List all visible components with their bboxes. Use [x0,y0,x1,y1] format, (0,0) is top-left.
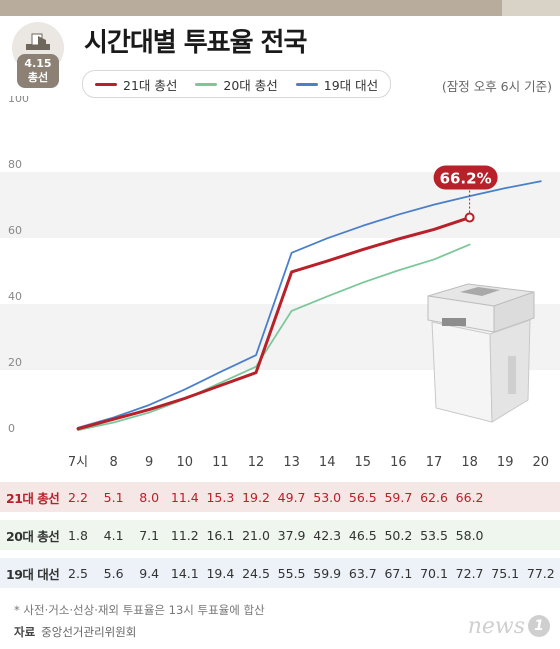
table-cell: 67.1 [384,565,413,581]
x-tick-label: 7시 [68,455,88,470]
election-badge: 4.15 총선 [12,22,64,90]
table-cell: 46.5 [348,527,377,543]
table-cell: 66.2 [455,489,484,505]
series-line-21대총선 [76,216,472,431]
table-row: 21대 총선 2.2 5.1 8.0 11.4 15.3 19.2 49.7 53.0 56.5 5… [0,482,560,512]
series-line-20대총선 [77,243,471,431]
page-title: 시간대별 투표율 전국 [84,28,307,58]
x-tick-label: 9 [145,455,153,470]
y-tick-label: 100 [8,96,29,105]
table-cell: 53.5 [420,527,448,543]
table-cell: 70.1 [420,565,448,581]
x-tick-label: 18 [461,455,478,470]
turnout-line-chart: 0 20 40 60 80 100 7시 8 9 10 11 12 13 14 15 16 17 18 19 20 66… [0,96,560,470]
legend-label-20: 20대 총선 [223,77,278,93]
legend-swatch-21 [95,82,117,86]
table-cell: 15.3 [206,489,235,505]
badge-event: 총선 [27,71,49,84]
table-cell: 7.1 [139,527,160,543]
x-tick-label: 8 [109,455,117,470]
x-tick-label: 14 [319,455,336,470]
table-cell: 50.2 [384,527,413,543]
source-line: 자료 중앙선거관리위원회 [14,624,136,640]
news1-logo: news 1 [468,612,550,640]
ballot-hand-icon [26,33,50,50]
logo-number: 1 [528,615,550,637]
table-cell: 72.7 [455,565,484,581]
table-cell: 5.6 [103,565,124,581]
x-tick-label: 19 [497,455,514,470]
callout-label: 66.2% [440,170,492,188]
y-tick-label: 40 [8,290,22,303]
series-line-19대대선 [77,180,542,429]
table-cell: 59.7 [384,489,413,505]
basis-note: (잠정 오후 6시 기준) [441,79,552,94]
table-cell: 42.3 [313,527,342,543]
table-cell: 1.8 [68,527,88,543]
grid-band [0,106,560,172]
table-cell: 59.9 [313,565,342,581]
table-cell: 75.1 [491,565,520,581]
endpoint-marker [464,212,475,223]
table-cell: 9.4 [139,565,160,581]
footnote: * 사전·거소·선상·재외 투표율은 13시 투표율에 합산 [14,603,265,617]
source-label: 자료 [14,625,36,639]
table-cell: 5.1 [103,489,124,505]
top-color-bar [0,0,560,16]
table-cell: 77.2 [526,565,555,581]
top-color-bar-accent [502,0,560,16]
legend-item-21: 21대 총선 [95,75,177,94]
table-cell: 21.0 [242,527,270,543]
table-cell: 37.9 [277,527,306,543]
badge-date: 4.15 [24,57,52,70]
table-cell: 11.4 [170,489,199,505]
legend-label-19: 19대 대선 [323,77,379,93]
table-cell: 55.5 [277,565,306,581]
table-cell: 4.1 [103,527,124,543]
y-tick-label: 20 [8,356,22,369]
x-tick-label: 16 [390,455,407,470]
logo-text: news [467,613,525,639]
legend-swatch-20 [195,82,218,86]
x-tick-label: 15 [355,455,372,470]
legend-swatch-19 [295,82,318,86]
table-cell: 62.6 [420,489,448,505]
table-cell: 19.2 [242,489,270,505]
table-cell: 2.2 [68,489,88,505]
table-cell: 8.0 [139,489,160,505]
table-row: 20대 총선 1.8 4.1 7.1 11.2 16.1 21.0 37.9 42.3 46.5 5… [0,520,560,550]
row-label: 19대 대선 [6,566,60,582]
table-cell: 49.7 [277,489,306,505]
y-tick-label: 80 [8,158,22,171]
legend-item-19: 19대 대선 [295,75,379,94]
legend-item-20: 20대 총선 [195,75,278,94]
chart-legend: 21대 총선 20대 총선 19대 대선 [82,70,392,98]
table-row: 19대 대선 2.5 5.6 9.4 14.1 19.4 24.5 55.5 59.9 63.7 6… [0,558,560,588]
table-cell: 2.5 [68,565,88,581]
x-tick-label: 12 [248,455,265,470]
table-cell: 63.7 [348,565,377,581]
table-cell: 58.0 [455,527,484,543]
y-tick-label: 0 [8,422,15,435]
table-cell: 19.4 [206,565,235,581]
table-cell: 14.1 [170,565,199,581]
legend-label-21: 21대 총선 [123,77,178,93]
x-tick-label: 11 [212,455,229,470]
x-tick-label: 20 [533,455,550,470]
table-cell: 11.2 [170,527,199,543]
badge-label: 4.15 총선 [17,54,59,88]
row-label: 20대 총선 [6,528,60,544]
callout-bubble [433,165,498,190]
row-label: 21대 총선 [6,490,60,506]
table-cell: 56.5 [348,489,377,505]
x-tick-label: 17 [426,455,443,470]
source-text: 중앙선거관리위원회 [41,625,137,639]
table-cell: 53.0 [313,489,342,505]
ballot-box-icon [427,283,535,423]
table-cell: 16.1 [206,527,235,543]
table-cell: 24.5 [242,565,270,581]
x-tick-label: 13 [283,455,300,470]
y-tick-label: 60 [8,224,22,237]
x-tick-label: 10 [177,455,194,470]
